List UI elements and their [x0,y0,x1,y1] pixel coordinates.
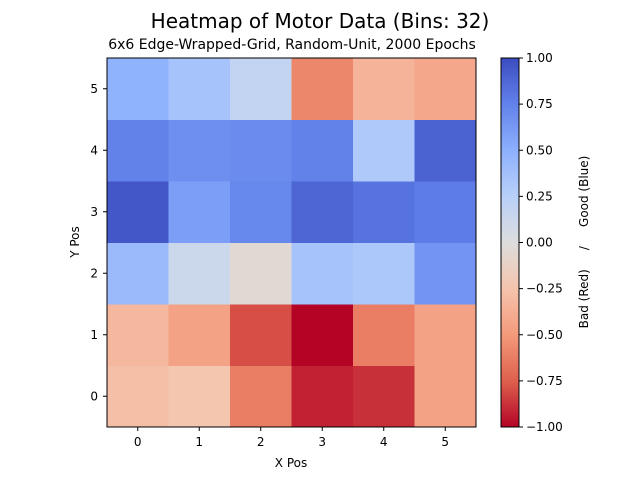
colorbar-tick-label: 0.00 [526,236,553,250]
heatmap-cell [414,181,477,243]
x-axis: 0 1 2 3 4 5 [134,427,449,449]
heatmap-cell [353,242,415,305]
heatmap-cell [353,365,415,428]
heatmap-cell [107,181,169,243]
colorbar-tick-label: 0.75 [526,97,553,111]
heatmap-cell [291,58,354,120]
x-axis-label: X Pos [275,456,307,470]
heatmap-cell [414,365,477,428]
colorbar-tick-label: 0.50 [526,143,553,157]
heatmap-cell [168,365,231,428]
y-tick-label: 2 [90,266,98,280]
x-tick-label: 2 [257,435,265,449]
heatmap-cell [291,181,354,243]
heatmap-cell [107,242,169,305]
heatmap-cell [168,58,231,120]
y-tick-label: 4 [90,143,98,157]
heatmap-cell [230,181,292,243]
heatmap-cell [414,119,477,182]
heatmap-cell [107,58,169,120]
heatmap-cell [414,242,477,305]
heatmap-cell [107,304,169,366]
colorbar-tick-label: 1.00 [526,51,553,65]
heatmap-cell [230,242,292,305]
heatmap-cell [230,304,292,366]
colorbar-tick-label: −1.00 [526,420,563,434]
y-axis-label: Y Pos [68,226,82,259]
y-tick-label: 3 [90,205,98,219]
plot-frame [106,57,477,428]
x-tick-label: 5 [441,435,449,449]
y-tick-label: 0 [90,389,98,403]
colorbar-label: Bad (Red) / Good (Blue) [577,156,591,329]
heatmap-cell [291,365,354,428]
heatmap-cells [107,58,477,428]
heatmap-cell [291,304,354,366]
chart-title: Heatmap of Motor Data (Bins: 32) [151,9,490,33]
heatmap-cell [353,119,415,182]
heatmap-cell [168,119,231,182]
colorbar-tick-label: −0.25 [526,282,563,296]
heatmap-cell [414,304,477,366]
y-axis: 0 1 2 3 4 5 [90,82,107,403]
x-tick-label: 0 [134,435,142,449]
heatmap-cell [107,119,169,182]
heatmap-cell [353,181,415,243]
heatmap-cell [107,365,169,428]
x-tick-label: 3 [318,435,326,449]
heatmap-cell [291,119,354,182]
colorbar [500,57,520,428]
colorbar-tick-label: 0.25 [526,189,553,203]
colorbar-tick-label: −0.50 [526,328,563,342]
x-tick-label: 1 [195,435,203,449]
heatmap-cell [353,58,415,120]
colorbar-ticks: 1.00 0.75 0.50 0.25 0.00 −0.25 −0.50 −0.75 −1.00 [519,51,563,434]
chart-subtitle: 6x6 Edge-Wrapped-Grid, Random-Unit, 2000… [108,37,476,53]
heatmap-cell [291,242,354,305]
heatmap-cell [168,242,231,305]
x-tick-label: 4 [380,435,388,449]
heatmap-cell [168,304,231,366]
heatmap-cell [168,181,231,243]
heatmap-cell [230,365,292,428]
heatmap-cell [230,58,292,120]
heatmap-cell [414,58,477,120]
colorbar-tick-label: −0.75 [526,374,563,388]
heatmap-cell [353,304,415,366]
y-tick-label: 5 [90,82,98,96]
y-tick-label: 1 [90,328,98,342]
heatmap-cell [230,119,292,182]
